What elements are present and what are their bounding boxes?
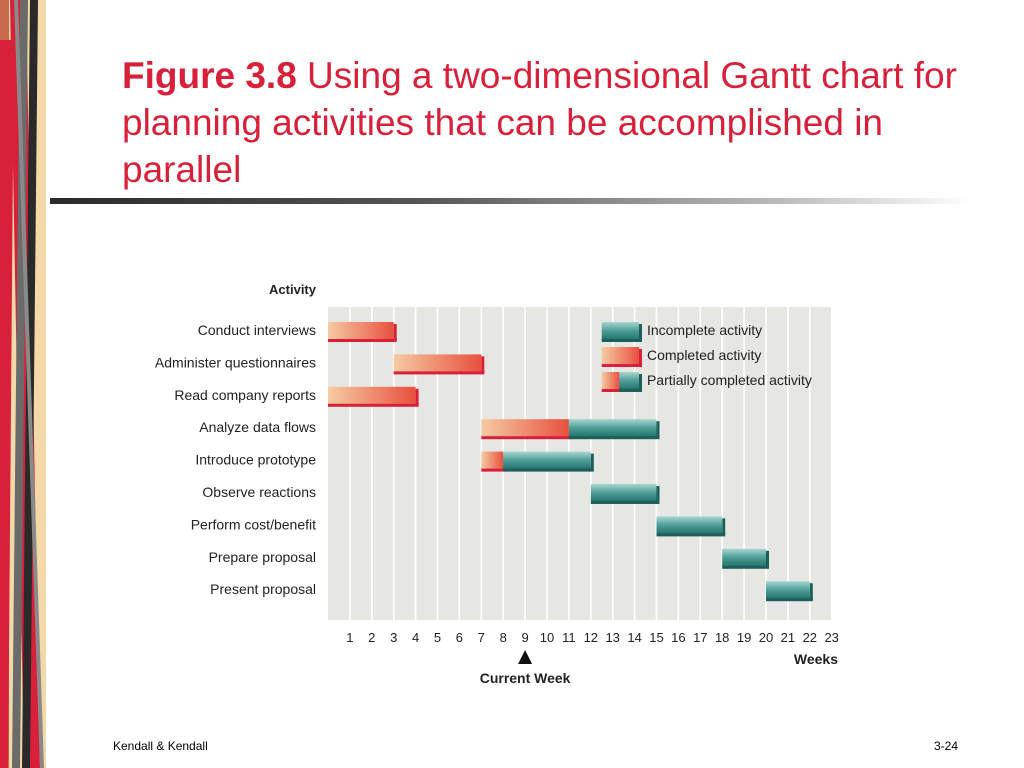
task-bar-group [722,548,769,569]
task-bar-group [481,451,594,472]
incomplete-bar [619,372,639,389]
x-tick-label: 15 [649,630,663,645]
task-label: Introduce prototype [195,452,316,468]
legend-label: Incomplete activity [647,322,762,338]
x-tick-label: 16 [671,630,685,645]
incomplete-bar [656,516,723,534]
x-tick-label: 3 [390,630,397,645]
current-week-label: Current Week [480,670,571,686]
activity-header: Activity [269,282,317,297]
x-tick-label: 10 [540,630,554,645]
incomplete-bar-side [656,486,660,503]
incomplete-bar-side [638,324,642,341]
incomplete-bar-edge [722,564,769,569]
task-bar-group [656,516,726,537]
incomplete-bar-edge [503,467,594,472]
task-bar-group [766,581,813,602]
incomplete-bar-side [590,453,594,471]
x-tick-label: 17 [693,630,707,645]
footer-author: Kendall & Kendall [113,739,208,753]
completed-bar-edge [393,370,485,375]
incomplete-bar [568,419,657,437]
x-tick-label: 2 [368,630,375,645]
completed-bar [601,347,639,364]
x-tick-label: 18 [715,630,729,645]
completed-bar-side [393,324,397,341]
completed-bar-side [481,356,485,374]
x-tick-label: 4 [412,630,419,645]
incomplete-bar-edge [601,338,642,342]
title-divider [50,198,970,204]
incomplete-bar-edge [656,532,726,537]
incomplete-bar-side [722,518,726,536]
task-bar-group [481,419,660,440]
gantt-chart: Activity Conduct interviews Administer qu… [155,282,839,686]
x-tick-label: 22 [803,630,817,645]
x-tick-label: 23 [824,630,838,645]
completed-bar [328,386,416,404]
x-tick-label: 7 [478,630,485,645]
task-bar-group [393,354,485,375]
task-bar-group [328,322,397,342]
x-tick-label: 5 [434,630,441,645]
completed-bar [481,419,569,437]
completed-bar-edge [481,435,572,440]
legend-label: Completed activity [647,347,761,363]
completed-bar-edge [328,402,419,407]
completed-bar-edge [328,338,397,342]
x-tick-label: 21 [781,630,795,645]
x-axis-label: Weeks [794,651,838,667]
incomplete-bar-edge [568,435,660,440]
x-tick-label: 13 [605,630,619,645]
task-label: Perform cost/benefit [191,516,316,532]
x-tick-label: 19 [737,630,751,645]
incomplete-bar [503,451,591,469]
legend-label: Partially completed activity [647,372,812,388]
completed-bar [393,354,482,372]
incomplete-bar-side [809,583,813,601]
task-label: Administer questionnaires [155,354,316,370]
task-label: Prepare proposal [209,549,316,565]
x-tick-label: 8 [500,630,507,645]
x-tick-label: 9 [521,630,528,645]
incomplete-bar-edge [590,500,660,504]
incomplete-bar [601,322,639,339]
x-tick-label: 11 [562,630,576,645]
task-label: Present proposal [210,581,316,597]
task-label: Conduct interviews [198,322,316,338]
incomplete-bar-edge [766,597,813,602]
x-tick-label: 12 [584,630,598,645]
completed-bar-edge [601,363,642,367]
completed-bar [601,372,620,389]
task-label: Observe reactions [202,484,316,500]
task-label: Read company reports [174,387,316,403]
task-bar-group [590,484,660,504]
incomplete-bar [766,581,810,599]
incomplete-bar [590,484,657,501]
completed-bar-side [638,349,642,366]
task-bar-group [328,386,419,407]
footer-page-number: 3-24 [934,739,959,753]
incomplete-bar [722,548,766,566]
incomplete-bar-side [766,550,769,568]
incomplete-bar-edge [619,388,642,392]
figure-caption: Using a two-dimensional Gantt chart for … [122,55,957,190]
completed-bar-edge [601,388,623,392]
completed-bar [481,451,504,469]
task-label: Analyze data flows [199,419,316,435]
x-tick-label: 20 [759,630,773,645]
current-week-arrow [518,650,533,664]
x-tick-label: 6 [456,630,463,645]
completed-bar-side [415,388,419,406]
incomplete-bar-side [656,421,660,439]
figure-label: Figure 3.8 [122,55,297,96]
completed-bar [328,322,394,339]
x-tick-label: 14 [627,630,641,645]
completed-bar-edge [481,467,507,472]
x-tick-label: 1 [346,630,353,645]
incomplete-bar-side [638,374,642,391]
left-decorative-stripes [0,0,46,768]
slide-title: Figure 3.8 Using a two-dimensional Gantt… [122,52,1002,193]
